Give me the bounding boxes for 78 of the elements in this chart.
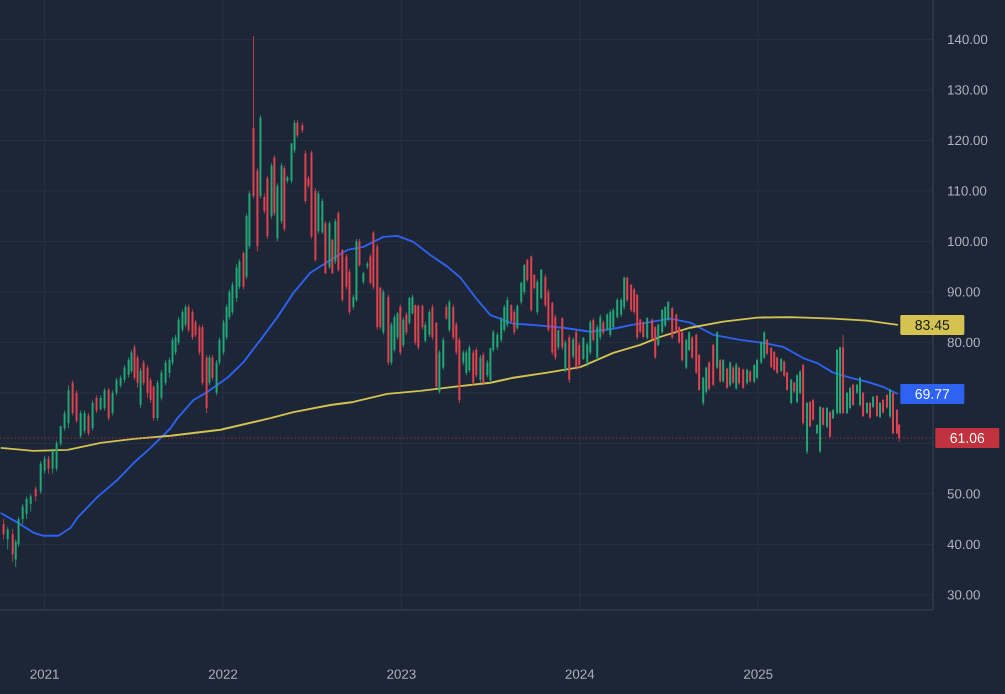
candlestick <box>770 346 773 369</box>
candlestick <box>211 354 214 381</box>
candlestick <box>103 387 106 411</box>
candlestick <box>516 304 519 331</box>
y-tick-label: 90.00 <box>947 287 980 297</box>
data-label: 83.45 <box>915 320 950 330</box>
candlestick <box>582 336 585 361</box>
line-series <box>0 234 899 537</box>
candlestick <box>726 367 729 390</box>
candlestick <box>866 401 868 415</box>
candlestick <box>661 308 664 335</box>
candlestick <box>21 503 24 525</box>
candlestick <box>738 366 741 386</box>
candlestick <box>826 406 829 429</box>
candlestick <box>846 391 848 415</box>
candlestick <box>526 258 529 283</box>
y-tick-label: 140.00 <box>948 34 988 45</box>
candlestick <box>862 391 865 418</box>
candlestick <box>879 401 881 419</box>
candlestick <box>465 349 468 376</box>
y-tick-label: 120.00 <box>948 135 988 146</box>
candlestick <box>358 238 361 268</box>
y-tick-label: 40.00 <box>947 539 980 550</box>
candlestick <box>886 393 888 409</box>
candlestick <box>83 410 86 434</box>
candlestick <box>773 350 776 372</box>
candlestick <box>6 526 9 550</box>
x-tick-label: 2022 <box>208 669 238 679</box>
y-tick-label: 100.00 <box>948 236 988 247</box>
candlestick <box>168 357 171 379</box>
candlestick <box>849 386 852 410</box>
candlestick <box>609 309 612 338</box>
candlestick <box>859 376 862 407</box>
candlestick <box>646 316 649 341</box>
candlestick <box>572 336 575 359</box>
x-tick-label: 2021 <box>30 669 59 679</box>
candlestick <box>735 362 738 391</box>
candlestick <box>852 383 855 407</box>
candlestick <box>142 359 145 386</box>
candlestick <box>822 406 825 427</box>
y-tick-label: 130.00 <box>948 85 988 95</box>
candlestick <box>889 388 891 419</box>
candlestick <box>428 309 431 338</box>
data-label: 69.77 <box>915 389 950 399</box>
x-tick-label: 2024 <box>565 669 595 679</box>
y-tick-label: 30.00 <box>947 590 980 600</box>
candlestick <box>25 495 28 520</box>
candlestick <box>164 359 167 386</box>
candlestick <box>11 528 14 563</box>
candlestick <box>468 344 471 374</box>
y-tick-label: 110.00 <box>948 186 987 196</box>
line-series <box>0 316 899 452</box>
candlestick <box>187 304 190 333</box>
candlestick <box>592 317 595 342</box>
candlestick <box>421 304 424 331</box>
ref-line-label: 61.06 <box>950 433 985 443</box>
candlestick <box>722 358 725 384</box>
candlestick <box>2 518 5 540</box>
candlestick <box>756 358 759 380</box>
candlestick <box>742 368 745 390</box>
candlestick <box>405 311 408 336</box>
candlestick <box>876 394 878 418</box>
candlestick <box>79 410 82 439</box>
candlestick <box>616 297 619 320</box>
candlestick <box>184 304 187 328</box>
candlestick <box>657 323 660 347</box>
candlestick <box>63 410 66 432</box>
candlestick <box>691 335 694 360</box>
x-tick-label: 2023 <box>387 669 416 679</box>
candlestick <box>626 276 629 303</box>
y-tick-label: 80.00 <box>947 337 980 348</box>
x-tick-label: 2025 <box>744 669 773 679</box>
candlestick <box>111 389 114 416</box>
candlestick <box>51 448 54 475</box>
y-tick-label: 50.00 <box>947 489 980 499</box>
candlestick <box>424 321 427 343</box>
candlestick <box>869 401 872 420</box>
candlestick <box>753 363 756 384</box>
